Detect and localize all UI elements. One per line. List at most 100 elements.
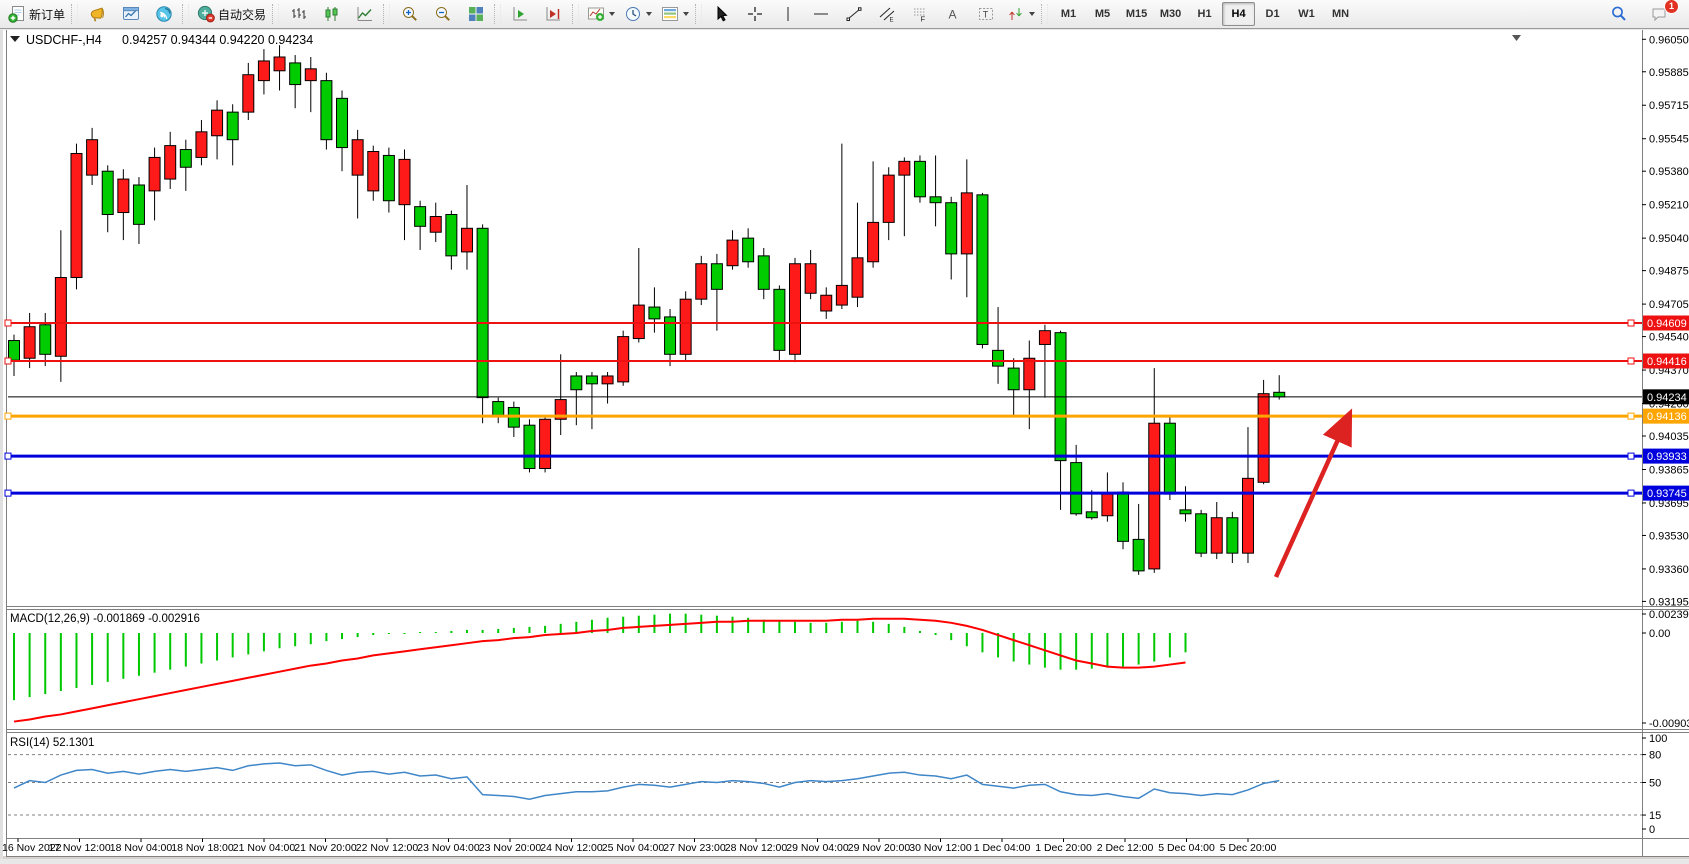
candle-body	[289, 62, 302, 86]
price-tick-label: 0.95545	[1649, 134, 1689, 146]
candle-body	[632, 304, 645, 340]
new-order-button[interactable]: 新订单	[4, 1, 69, 27]
candle-body	[726, 239, 739, 267]
timeframe-m30[interactable]: M30	[1159, 8, 1182, 20]
candlestick-button[interactable]	[316, 1, 348, 27]
timeframe-h1[interactable]: H1	[1197, 8, 1212, 20]
price-tick-label: 0.93865	[1649, 464, 1689, 476]
chat-button[interactable]: 1	[1643, 0, 1679, 27]
time-label: 5 Dec 20:00	[1220, 842, 1277, 854]
toolbar-right: 1	[1603, 0, 1685, 27]
tile-windows-button[interactable]	[460, 1, 492, 27]
chevron-down-icon	[646, 12, 653, 16]
zoom-in-button[interactable]	[394, 1, 426, 27]
zoom-in-icon	[401, 5, 419, 23]
autotrading-button[interactable]: 自动交易	[193, 1, 270, 27]
price-badge	[1643, 315, 1689, 331]
trend-arrow[interactable]	[1273, 408, 1353, 578]
price-tick-label: 0.95885	[1649, 67, 1689, 79]
candle-body	[86, 139, 99, 176]
chart-background	[0, 30, 1689, 859]
periods-button[interactable]	[620, 1, 656, 27]
toolbar-separator	[182, 4, 190, 24]
candle-body	[539, 418, 552, 470]
chart-corner-marker	[1512, 35, 1521, 41]
candle-body	[851, 257, 864, 298]
line-handle[interactable]	[4, 452, 12, 460]
bar-chart-button[interactable]	[283, 1, 315, 27]
rsi-tick-label: 0	[1649, 824, 1655, 836]
arrows-icon	[1007, 5, 1025, 23]
text-label-button[interactable]: T	[970, 1, 1002, 27]
chart-shift-button[interactable]	[538, 1, 570, 27]
svg-text:F: F	[921, 15, 926, 24]
line-handle[interactable]	[4, 319, 12, 327]
toolbar-separator	[1041, 4, 1049, 24]
candle-body	[898, 160, 911, 176]
templates-button[interactable]	[657, 1, 693, 27]
indicators-button[interactable]	[583, 1, 619, 27]
timeframe-m1[interactable]: M1	[1060, 8, 1077, 20]
timeframe-mn[interactable]: MN	[1331, 8, 1350, 20]
timeframe-w1[interactable]: W1	[1298, 8, 1315, 20]
candle-body	[39, 324, 52, 355]
equidistant-channel-button[interactable]: E	[871, 1, 903, 27]
line-handle[interactable]	[1627, 412, 1635, 420]
fibonacci-button[interactable]: F	[904, 1, 936, 27]
toolbar-separator	[695, 4, 703, 24]
cursor-button[interactable]	[706, 1, 738, 27]
auto-scroll-button[interactable]	[505, 1, 537, 27]
line-handle[interactable]	[1627, 489, 1635, 497]
toolbar-group	[82, 1, 180, 27]
candle-body	[773, 288, 786, 351]
time-label: 29 Nov 20:00	[848, 842, 911, 854]
zoom-out-button[interactable]	[427, 1, 459, 27]
timeframe-h4[interactable]: H4	[1222, 2, 1256, 26]
charts-icon	[122, 5, 140, 23]
vertical-line-button[interactable]	[772, 1, 804, 27]
toolbar-separator	[71, 4, 79, 24]
candle-body	[1038, 330, 1051, 345]
candle-body	[148, 156, 161, 192]
timeframe-m15[interactable]: M15	[1125, 8, 1148, 20]
candle-body	[585, 375, 598, 385]
crosshair-button[interactable]	[739, 1, 771, 27]
price-badge	[1643, 353, 1689, 369]
arrows-button[interactable]	[1003, 1, 1039, 27]
search-button[interactable]	[1603, 1, 1635, 27]
candle-body	[570, 375, 583, 391]
price-tick-label: 0.93530	[1649, 530, 1689, 542]
price-tick-label: 0.95380	[1649, 166, 1689, 178]
autotrading-icon	[197, 5, 215, 23]
symbol-dropdown-icon[interactable]	[10, 36, 20, 42]
charts-button[interactable]	[115, 1, 147, 27]
candle-body	[960, 192, 973, 255]
line-handle[interactable]	[1627, 357, 1635, 365]
price-badge-label: 0.94136	[1647, 411, 1687, 423]
timeframe-m5[interactable]: M5	[1094, 8, 1111, 20]
text-button[interactable]: A	[937, 1, 969, 27]
candle-body	[320, 80, 333, 141]
trendline-button[interactable]	[838, 1, 870, 27]
line-handle[interactable]	[4, 489, 12, 497]
candle-body	[1257, 393, 1270, 483]
trendline-icon	[845, 5, 863, 23]
candle-body	[132, 184, 145, 225]
signal-button[interactable]	[148, 1, 180, 27]
horizontal-line-button[interactable]	[805, 1, 837, 27]
timeframe-d1[interactable]: D1	[1265, 8, 1280, 20]
time-label: 5 Dec 04:00	[1158, 842, 1215, 854]
rsi-line	[13, 762, 1280, 801]
candle-body	[554, 399, 567, 420]
toolbar-group	[505, 1, 570, 27]
line-handle[interactable]	[4, 412, 12, 420]
toolbar-group: 新订单	[4, 1, 69, 27]
line-handle[interactable]	[4, 357, 12, 365]
candle-body	[835, 284, 848, 306]
line-chart-button[interactable]	[349, 1, 381, 27]
text-icon: A	[944, 5, 962, 23]
line-handle[interactable]	[1627, 452, 1635, 460]
line-handle[interactable]	[1627, 319, 1635, 327]
horn-button[interactable]	[82, 1, 114, 27]
